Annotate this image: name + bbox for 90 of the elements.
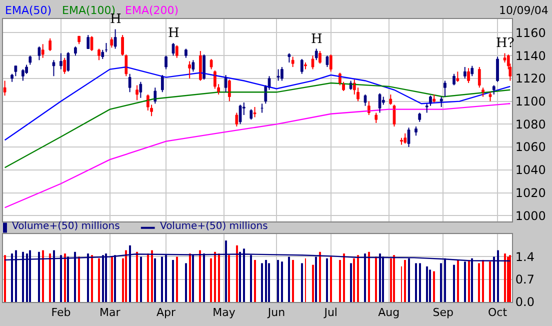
candlestick <box>407 127 410 148</box>
bar <box>390 258 392 302</box>
y-tick-label: 1060 <box>515 140 546 154</box>
bar <box>482 260 484 302</box>
bar <box>228 255 230 302</box>
bar <box>218 253 220 302</box>
bar <box>301 263 303 302</box>
bar <box>319 252 321 302</box>
bar <box>433 271 435 302</box>
x-tick-label: Oct <box>488 306 508 320</box>
bar <box>368 252 370 302</box>
annotation: H <box>311 32 322 47</box>
annotation: H <box>168 26 180 41</box>
bar <box>330 256 332 302</box>
bar <box>326 258 328 302</box>
bar <box>292 260 294 302</box>
bar <box>78 256 80 302</box>
x-tick-label: Aug <box>378 306 400 320</box>
x-tick-label: Jul <box>323 306 338 320</box>
bar <box>154 258 156 302</box>
x-tick-label: Feb <box>51 306 71 320</box>
bar <box>357 255 359 302</box>
bar <box>353 258 355 302</box>
bar <box>457 260 459 302</box>
bar <box>64 253 66 302</box>
bar <box>393 255 395 302</box>
bar <box>507 256 509 302</box>
y-tick-label: 1.4 <box>515 250 534 264</box>
y-tick-label: 1000 <box>515 208 546 223</box>
bar <box>214 252 216 302</box>
bar <box>125 250 127 302</box>
annotation: H? <box>496 36 514 51</box>
y-tick-label: 1140 <box>515 48 546 63</box>
text: EMA(50) <box>5 4 52 17</box>
bar <box>91 255 93 302</box>
bar <box>404 260 406 302</box>
y-tick-label: 1100 <box>515 94 546 109</box>
bar <box>281 262 283 302</box>
bar <box>350 263 352 302</box>
y-tick-label: 1020 <box>515 186 546 200</box>
bar <box>504 253 506 302</box>
bar <box>42 250 44 302</box>
bar <box>210 258 212 302</box>
bar <box>440 263 442 302</box>
legend-label: Volume+(50) millions <box>12 221 120 232</box>
bar <box>509 255 511 302</box>
bar <box>147 253 149 302</box>
text: EMA(200) <box>125 4 179 17</box>
bar <box>453 264 455 302</box>
y-tick-label: 1040 <box>515 163 546 178</box>
bar <box>98 258 100 302</box>
bar <box>277 260 279 302</box>
bar <box>189 253 191 302</box>
bar <box>176 256 178 302</box>
bar <box>265 260 267 302</box>
bar <box>429 270 431 302</box>
x-tick-label: Sep <box>432 306 454 320</box>
bar <box>236 245 238 302</box>
bar <box>343 253 345 302</box>
bar <box>172 260 174 302</box>
bar <box>254 260 256 302</box>
y-tick-label: 1080 <box>515 117 546 132</box>
bar <box>419 263 421 302</box>
bar <box>478 263 480 302</box>
bar <box>426 266 428 302</box>
y-tick-label: 1120 <box>515 72 546 86</box>
bar <box>268 263 270 302</box>
bar <box>375 256 377 302</box>
bar <box>261 263 263 302</box>
bar <box>199 250 201 302</box>
y-tick-label: 0.7 <box>515 272 534 287</box>
text: 10/09/04 <box>499 4 548 17</box>
y-tick-label: 1160 <box>515 26 546 40</box>
bar <box>49 253 51 302</box>
y-tick-label: 0.0 <box>515 295 534 310</box>
bar <box>415 263 417 302</box>
bar <box>111 256 113 302</box>
legend-label: Volume+(50) millions <box>160 221 268 232</box>
bar <box>489 262 491 302</box>
bar <box>312 264 314 302</box>
bar <box>4 255 6 302</box>
bar <box>136 252 138 302</box>
bar <box>151 250 153 302</box>
bar <box>185 263 187 302</box>
bar <box>339 260 341 302</box>
x-tick-label: Apr <box>156 306 176 320</box>
x-tick-label: May <box>212 306 236 320</box>
bar <box>468 260 470 302</box>
x-tick-label: Jun <box>266 306 286 320</box>
x-tick-label: Mar <box>99 306 121 320</box>
